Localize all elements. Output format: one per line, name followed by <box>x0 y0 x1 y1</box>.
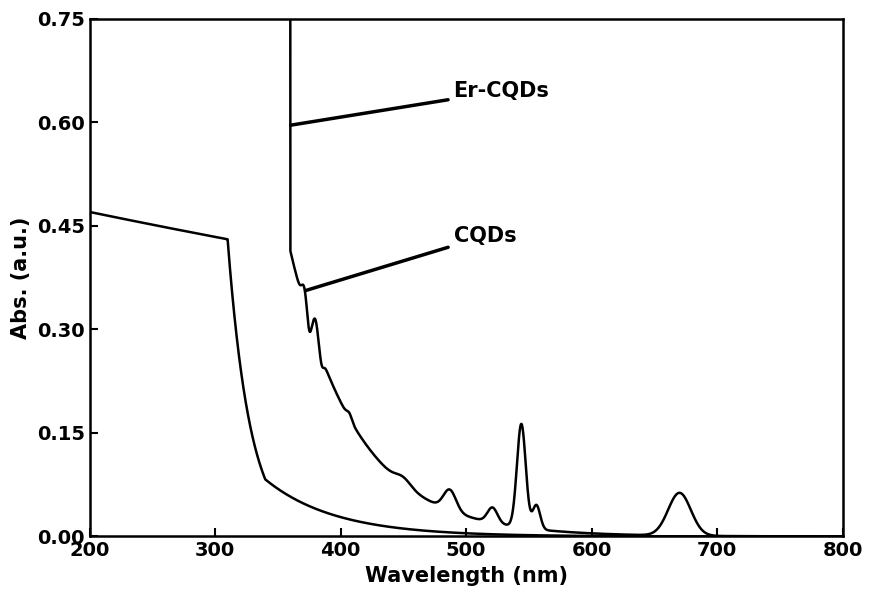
Y-axis label: Abs. (a.u.): Abs. (a.u.) <box>11 216 31 338</box>
X-axis label: Wavelength (nm): Wavelength (nm) <box>364 566 567 586</box>
Text: CQDs: CQDs <box>306 226 517 291</box>
Text: Er-CQDs: Er-CQDs <box>291 81 550 125</box>
